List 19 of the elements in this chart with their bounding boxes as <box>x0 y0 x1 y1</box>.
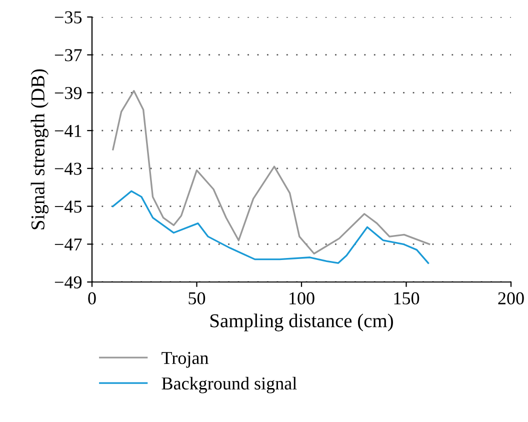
x-tick-label: 50 <box>188 292 206 304</box>
legend-label: Trojan <box>162 352 208 368</box>
x-tick-label: 150 <box>394 292 420 304</box>
y-tick-label: −43 <box>54 162 82 175</box>
line-series <box>112 90 430 254</box>
x-tick-label: 100 <box>290 292 314 304</box>
y-tick-label: −41 <box>54 124 82 137</box>
line-series <box>112 190 430 264</box>
y-tick-label: −45 <box>54 200 82 213</box>
y-tick-label: −49 <box>54 276 82 288</box>
x-tick-label: 0 <box>88 292 96 304</box>
x-tick-label: 200 <box>498 292 524 304</box>
y-tick-label: −47 <box>54 238 82 250</box>
y-tick-label: −35 <box>54 11 82 24</box>
x-axis-title: Sampling distance (cm) <box>210 314 393 332</box>
y-tick-label: −39 <box>54 87 82 100</box>
legend-label: Background signal <box>162 376 297 394</box>
y-axis-title: Signal strength (DB) <box>30 69 48 230</box>
y-tick-label: −37 <box>54 49 82 62</box>
